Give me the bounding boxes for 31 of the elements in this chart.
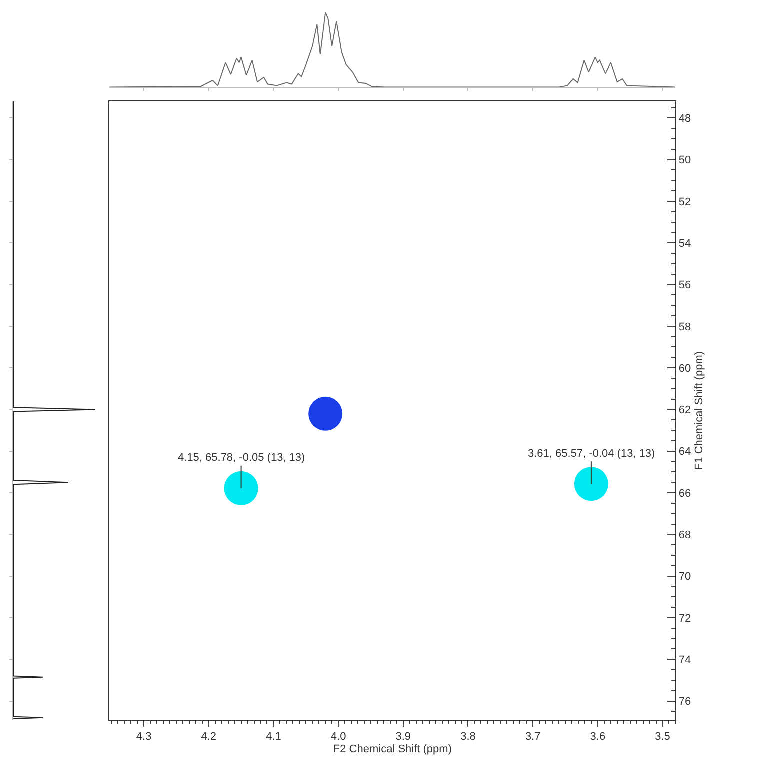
y-tick-label: 72	[678, 612, 692, 625]
point	[574, 467, 608, 502]
x-axis-title: F2 Chemical Shift (ppm)	[333, 743, 452, 756]
y-tick-label: 58	[678, 321, 692, 334]
x-tick-label: 3.9	[396, 731, 412, 744]
y-axis-title: F1 Chemical Shift (ppm)	[693, 351, 706, 470]
x-tick-label: 3.6	[590, 731, 606, 744]
y-tick-label: 64	[678, 446, 692, 458]
point	[308, 396, 343, 431]
x-tick-label: 3.7	[525, 731, 541, 744]
y-tick-label: 56	[678, 280, 692, 292]
point	[224, 471, 258, 506]
x-tick-label: 4.2	[201, 731, 217, 744]
y-tick-label: 76	[678, 696, 692, 708]
y-tick-label: 48	[678, 113, 692, 126]
y-tick-label: 70	[678, 571, 692, 584]
annotation: 3.61, 65.57, -0.04 (13, 13)	[528, 448, 656, 460]
y-tick-label: 68	[678, 530, 692, 542]
y-tick-label: 54	[678, 238, 692, 250]
y-tick-label: 60	[678, 362, 692, 375]
annotation: 4.15, 65.78, -0.05 (13, 13)	[178, 452, 306, 464]
y-tick-label: 74	[678, 654, 692, 666]
x-tick-label: 3.5	[655, 731, 670, 744]
y-tick-label: 62	[678, 404, 692, 417]
x-tick-label: 4.3	[136, 731, 152, 744]
x-tick-label: 4.0	[330, 731, 346, 744]
y-tick-label: 66	[678, 488, 692, 500]
x-tick-label: 4.1	[266, 731, 282, 744]
y-tick-label: 50	[678, 154, 692, 167]
x-tick-label: 3.8	[460, 731, 476, 744]
y-tick-label: 52	[678, 196, 692, 208]
